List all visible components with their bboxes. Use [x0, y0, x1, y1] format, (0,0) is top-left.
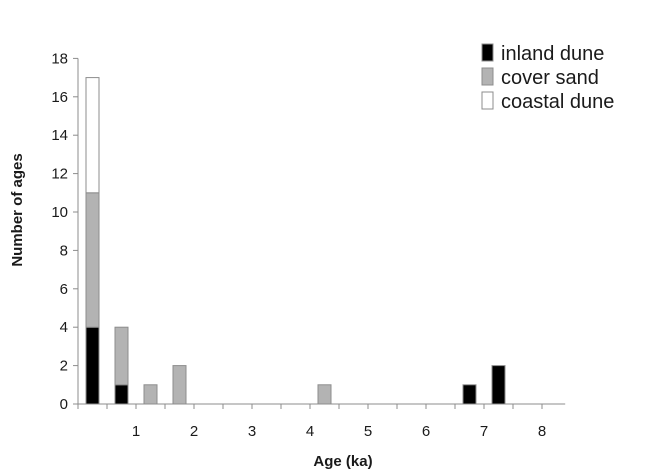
- y-tick-label: 6: [60, 281, 68, 298]
- x-tick-label: 8: [538, 423, 546, 440]
- y-tick-label: 12: [51, 166, 68, 183]
- y-tick-label: 18: [51, 50, 68, 67]
- bar-cover-sand-2: [143, 384, 158, 405]
- y-axis-title: Number of ages: [9, 153, 26, 266]
- y-tick-label: 16: [51, 89, 68, 106]
- bars-layer: [85, 77, 506, 405]
- bar-inland-dune-0: [85, 326, 100, 405]
- legend-label-inland-dune: inland dune: [501, 43, 604, 65]
- y-tick-label: 10: [51, 204, 68, 221]
- legend-swatch-cover-sand: [481, 67, 494, 86]
- legend-label-cover-sand: cover sand: [501, 67, 599, 89]
- bar-cover-sand-0: [85, 192, 100, 328]
- bar-inland-dune-6: [491, 365, 506, 405]
- y-tick-label: 8: [60, 242, 68, 259]
- bar-cover-sand-1: [114, 326, 129, 386]
- x-tick-label: 4: [306, 423, 314, 440]
- bar-cover-sand-3: [172, 365, 187, 405]
- x-tick-label: 1: [132, 423, 140, 440]
- x-tick-label: 6: [422, 423, 430, 440]
- y-tick-label: 14: [51, 127, 68, 144]
- legend-swatch-inland-dune: [481, 43, 494, 62]
- y-tick-label: 2: [60, 358, 68, 375]
- bar-coastal-dune-0: [85, 77, 100, 194]
- x-tick-label: 5: [364, 423, 372, 440]
- x-tick-label: 7: [480, 423, 488, 440]
- bar-cover-sand-4: [317, 384, 332, 405]
- x-axis-title: Age (ka): [313, 453, 372, 470]
- x-tick-label: 3: [248, 423, 256, 440]
- bar-inland-dune-1: [114, 384, 129, 405]
- bar-inland-dune-5: [462, 384, 477, 405]
- y-tick-label: 4: [60, 319, 68, 336]
- legend-label-coastal-dune: coastal dune: [501, 91, 614, 113]
- legend-swatch-coastal-dune: [481, 91, 494, 110]
- y-tick-label: 0: [60, 396, 68, 413]
- x-tick-label: 2: [190, 423, 198, 440]
